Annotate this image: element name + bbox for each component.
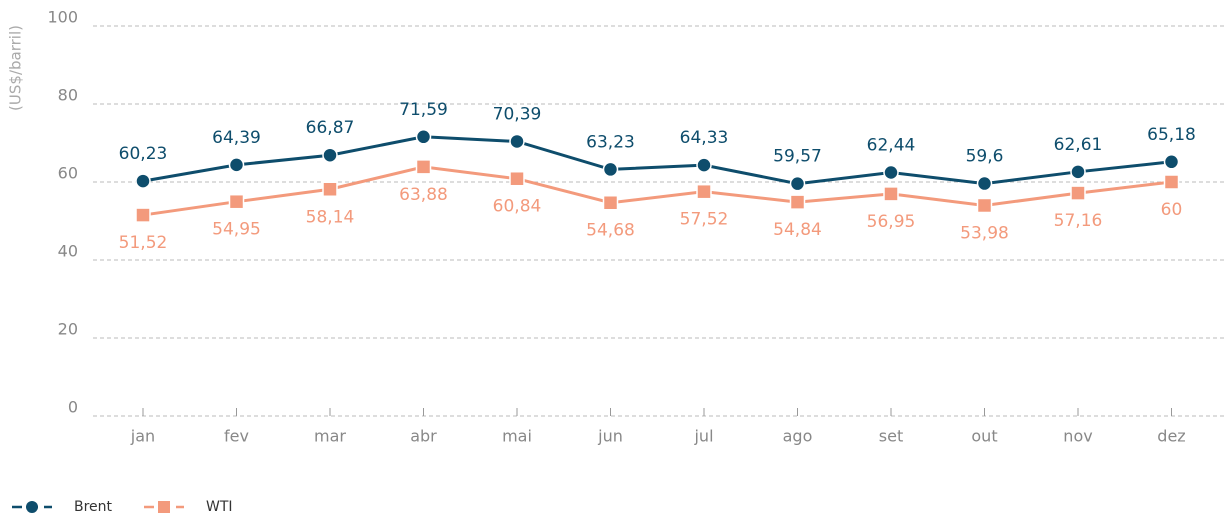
- data-label: 63,88: [399, 185, 448, 205]
- marker: [602, 161, 619, 178]
- data-label: 56,95: [867, 212, 916, 232]
- legend-marker: [158, 501, 170, 513]
- x-tick-label: jun: [597, 427, 623, 446]
- data-label: 54,84: [773, 220, 822, 240]
- x-tick-label: fev: [224, 427, 249, 446]
- x-tick-label: abr: [410, 427, 437, 446]
- y-tick-label: 60: [58, 164, 78, 183]
- data-label: 62,44: [867, 135, 916, 155]
- data-label: 53,98: [960, 223, 1009, 243]
- data-label: 66,87: [306, 118, 355, 138]
- x-tick-label: jan: [130, 427, 155, 446]
- marker: [602, 194, 619, 211]
- data-label: 62,61: [1054, 135, 1103, 155]
- y-tick-label: 40: [58, 242, 78, 261]
- data-label: 54,68: [586, 221, 635, 241]
- data-label: 64,39: [212, 128, 261, 148]
- y-tick-label: 0: [68, 398, 78, 417]
- marker: [696, 157, 712, 173]
- marker: [789, 175, 806, 192]
- marker: [789, 194, 806, 210]
- series-line: [142, 165, 1172, 217]
- data-label: 51,52: [119, 233, 168, 253]
- data-label: 60,84: [493, 197, 542, 217]
- marker: [135, 173, 151, 189]
- x-tick-label: mar: [314, 427, 346, 446]
- marker: [509, 133, 525, 150]
- marker: [509, 170, 525, 187]
- data-label: 71,59: [399, 100, 448, 120]
- data-label: 63,23: [586, 132, 635, 152]
- x-tick-label: dez: [1157, 427, 1185, 446]
- marker: [135, 207, 151, 223]
- data-label: 70,39: [493, 104, 542, 124]
- marker: [228, 193, 245, 210]
- marker: [322, 181, 338, 198]
- marker: [322, 147, 338, 163]
- marker: [1070, 185, 1086, 201]
- marker: [1070, 164, 1086, 180]
- legend-label: Brent: [74, 499, 113, 515]
- marker: [1163, 174, 1180, 190]
- marker: [696, 183, 712, 200]
- x-tick-label: set: [879, 427, 903, 446]
- marker: [883, 186, 899, 202]
- y-tick-label: 80: [58, 86, 78, 105]
- x-tick-label: out: [971, 427, 997, 446]
- legend-marker: [26, 501, 38, 513]
- data-label: 60: [1161, 200, 1183, 220]
- y-tick-label: 20: [58, 320, 78, 339]
- data-label: 57,16: [1054, 211, 1103, 231]
- data-label: 64,33: [680, 128, 729, 148]
- y-axis-label: (US$/barril): [7, 25, 25, 111]
- x-tick-label: ago: [783, 427, 813, 446]
- x-tick-label: nov: [1063, 427, 1092, 446]
- marker: [883, 164, 899, 181]
- data-label: 65,18: [1147, 125, 1196, 145]
- series-line: [142, 135, 1172, 186]
- data-label: 58,14: [306, 207, 355, 227]
- data-label: 54,95: [212, 220, 261, 240]
- marker: [415, 129, 432, 145]
- data-label: 59,6: [966, 147, 1004, 167]
- data-label: 60,23: [119, 144, 168, 164]
- y-tick-label: 100: [47, 8, 78, 27]
- x-tick-label: mai: [502, 427, 532, 446]
- x-tick-label: jul: [693, 427, 713, 446]
- marker: [1163, 154, 1180, 170]
- legend-label: WTI: [206, 499, 233, 515]
- marker: [976, 175, 993, 192]
- marker: [976, 197, 993, 214]
- data-label: 57,52: [680, 210, 729, 230]
- marker: [228, 157, 245, 173]
- marker: [415, 159, 432, 175]
- data-label: 59,57: [773, 147, 822, 167]
